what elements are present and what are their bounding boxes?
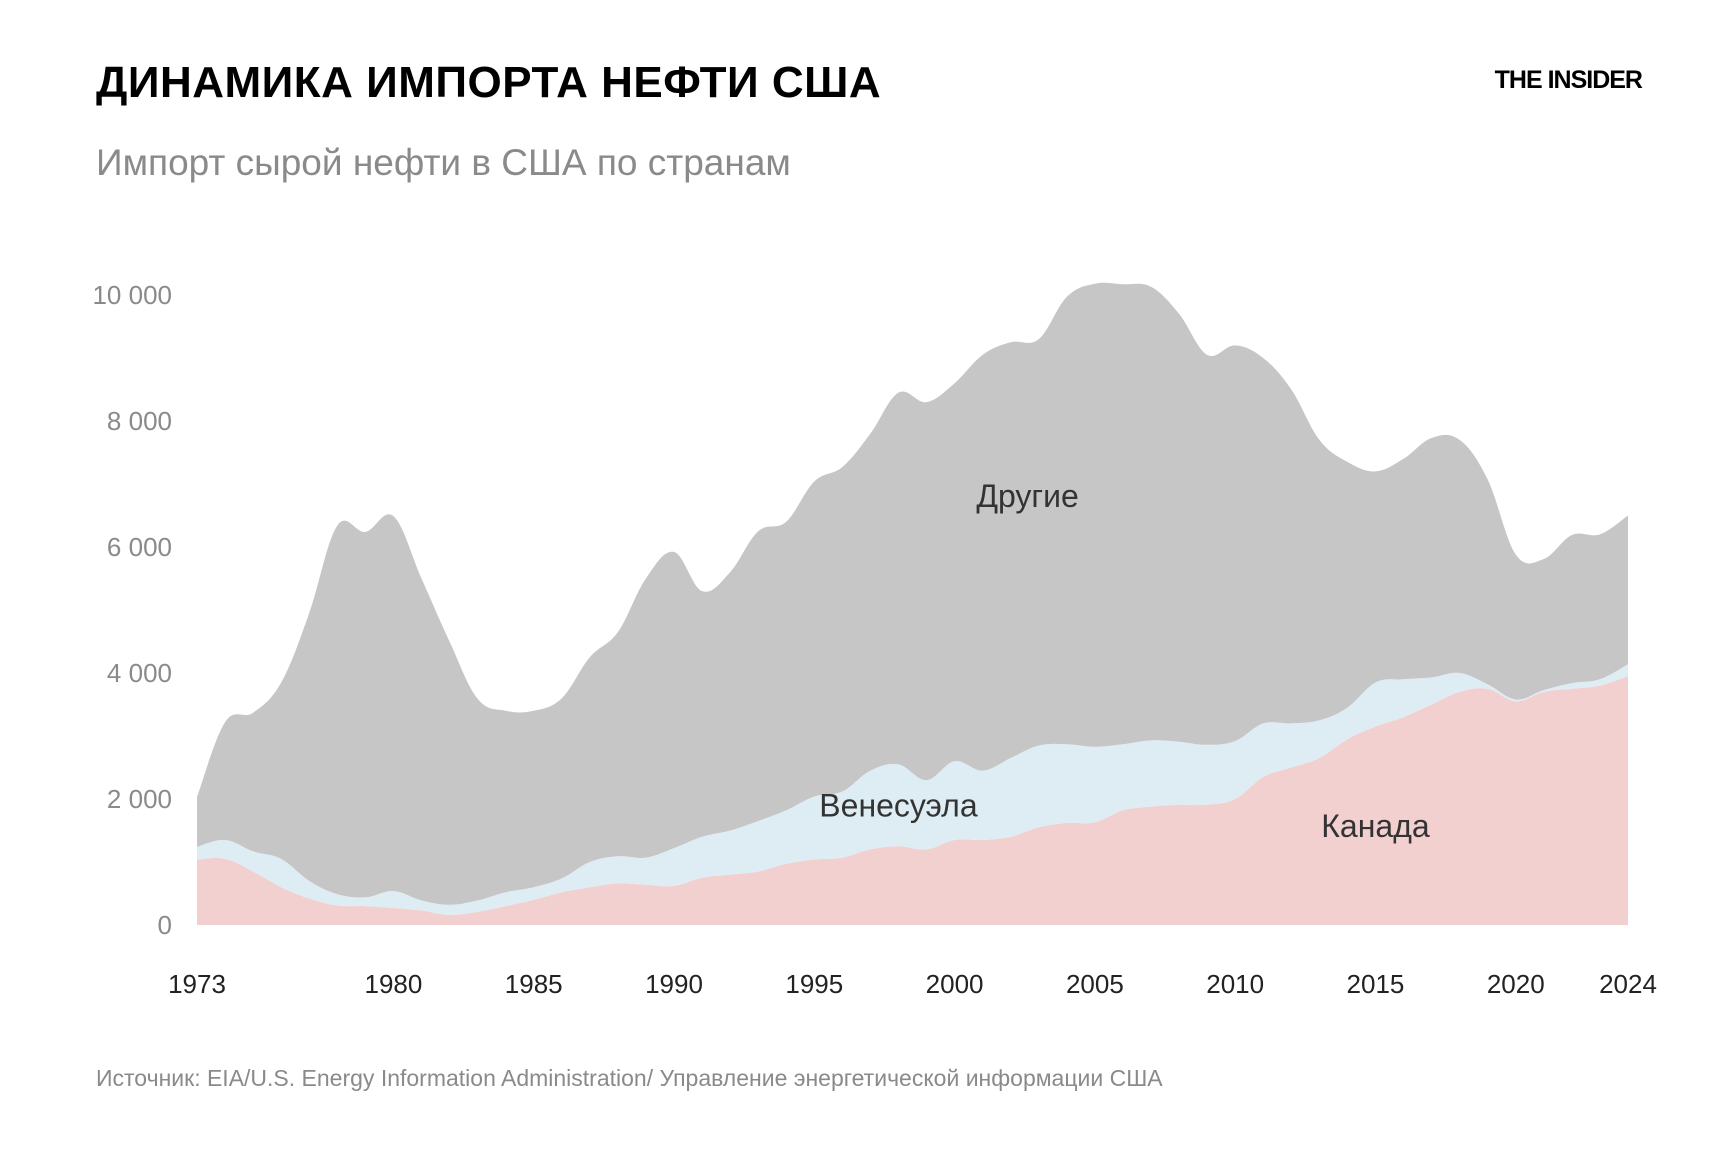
chart-title: ДИНАМИКА ИМПОРТА НЕФТИ США [96,58,882,107]
series-label-canada: Канада [1321,808,1430,844]
area-series-venezuela [197,664,1628,915]
y-tick-label: 8 000 [107,406,172,436]
series-label-venezuela: Венесуэла [819,787,978,823]
y-tick-label: 0 [158,910,172,940]
x-tick-label: 1973 [168,969,226,999]
x-tick-label: 1990 [645,969,703,999]
x-tick-label: 1995 [785,969,843,999]
x-tick-label: 1985 [505,969,563,999]
series-labels: Другие Венесуэла Канада [819,478,1430,844]
x-tick-label: 2020 [1487,969,1545,999]
brand-logo: THE INSIDER [1494,66,1643,94]
y-tick-label: 2 000 [107,784,172,814]
y-tick-label: 6 000 [107,532,172,562]
x-tick-label: 2010 [1206,969,1264,999]
chart-subtitle: Импорт сырой нефти в США по странам [96,142,791,183]
source-note: Источник: EIA/U.S. Energy Information Ad… [96,1065,1163,1091]
area-series-canada [197,676,1628,925]
y-tick-label: 4 000 [107,658,172,688]
area-series-others [197,282,1628,905]
y-axis: 0 2 000 4 000 6 000 8 000 10 000 [92,280,172,940]
y-tick-label: 10 000 [92,280,172,310]
x-tick-label: 2015 [1347,969,1405,999]
x-tick-label: 2005 [1066,969,1124,999]
x-tick-label: 2000 [926,969,984,999]
chart-areas [197,282,1628,925]
x-axis: 1973 1980 1985 1990 1995 2000 2005 2010 2015 2020… [168,969,1657,999]
series-label-others: Другие [976,478,1078,514]
x-tick-label: 2024 [1599,969,1657,999]
x-tick-label: 1980 [364,969,422,999]
